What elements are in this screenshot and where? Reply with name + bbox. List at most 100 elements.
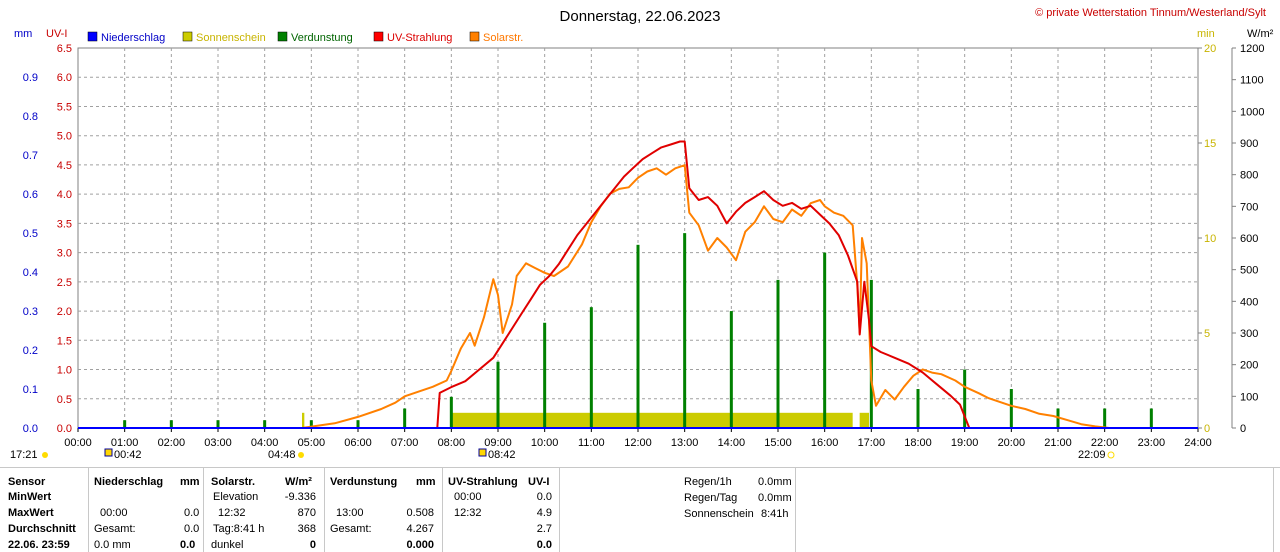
y-tick-label-mm: 0.6	[23, 189, 38, 201]
evaporation-bar	[263, 420, 267, 428]
y-tick-label-mm: 0.5	[23, 228, 38, 240]
stats-solar-header: Solarstr.	[211, 476, 256, 488]
y-tick-label-wm2: 1000	[1240, 106, 1264, 118]
y-tick-label-mm: 0.9	[23, 72, 38, 84]
chart-title: Donnerstag, 22.06.2023	[560, 8, 721, 25]
x-tick-label: 01:00	[111, 437, 139, 449]
unit-mm-label: mm	[14, 28, 32, 40]
stats-solar-value: 0	[309, 539, 316, 551]
y-tick-label-wm2: 400	[1240, 296, 1258, 308]
evaporation-bar	[776, 279, 780, 428]
stats-row-label: MaxWert	[8, 507, 54, 519]
event-time-label: 04:48	[268, 449, 296, 461]
stats-evap-label: Gesamt:	[330, 523, 372, 535]
y-tick-label-uvi: 4.0	[57, 189, 72, 201]
stats-row-label: MinWert	[8, 491, 52, 503]
x-tick-label: 17:00	[858, 437, 886, 449]
stats-evap-label: 13:00	[336, 507, 364, 519]
unit-min-label: min	[1197, 28, 1215, 40]
stats-solar-value: 368	[297, 523, 316, 535]
legend-label: UV-Strahlung	[387, 32, 452, 44]
weather-chart: 00:00 01:00 02:00 03:00 04:00 05:00 06:00 07:00…	[10, 7, 1274, 461]
y-tick-label-wm2: 300	[1240, 328, 1258, 340]
stats-uv-value: 0.0	[536, 539, 552, 551]
stats-extra-label: Regen/1h	[684, 476, 732, 488]
evaporation-bar	[123, 420, 127, 428]
x-tick-label: 06:00	[344, 437, 372, 449]
stats-rain-unit: mm	[180, 476, 200, 488]
y-tick-label-mm: 0.7	[23, 150, 38, 162]
evaporation-bar	[589, 307, 593, 428]
y-tick-label-mm: 0.3	[23, 306, 38, 318]
x-tick-label: 07:00	[391, 437, 419, 449]
evaporation-bar	[636, 244, 640, 428]
evaporation-bar	[356, 420, 360, 428]
y-tick-label-min: 15	[1204, 138, 1216, 150]
stats-rain-time: 0.0 mm	[94, 539, 131, 551]
x-tick-label: 24:00	[1184, 437, 1212, 449]
chart-axes: 00:00 01:00 02:00 03:00 04:00 05:00 06:00 07:00…	[23, 43, 1265, 449]
sunshine-bars	[302, 412, 869, 428]
stats-rain-value: 0.0	[180, 539, 196, 551]
stats-row-label: 22.06. 23:59	[8, 539, 70, 551]
x-tick-label: 05:00	[298, 437, 326, 449]
evaporation-bar	[869, 279, 873, 428]
stats-solar-label: Tag:8:41 h	[213, 523, 265, 535]
sun-icon	[42, 452, 48, 458]
stats-rain-value: 0.0	[184, 523, 200, 535]
y-tick-label-uvi: 2.0	[57, 306, 72, 318]
legend-swatch	[373, 31, 384, 42]
sun-events: 17:21 00:42 04:48 08:42 22:09	[10, 448, 1115, 461]
evaporation-bar	[309, 420, 313, 428]
y-tick-label-min: 0	[1204, 423, 1210, 435]
y-tick-label-uvi: 6.0	[57, 72, 72, 84]
unit-wm2-label: W/m²	[1247, 28, 1274, 40]
evaporation-bar	[543, 322, 547, 428]
y-tick-label-wm2: 900	[1240, 138, 1258, 150]
stats-evap-value: 4.267	[406, 523, 434, 535]
y-tick-label-wm2: 200	[1240, 360, 1258, 372]
event-time-label: 08:42	[488, 449, 516, 461]
y-tick-label-min: 20	[1204, 43, 1216, 55]
y-tick-label-mm: 0.0	[23, 423, 38, 435]
legend-label: Solarstr.	[483, 32, 523, 44]
y-tick-label-wm2: 700	[1240, 201, 1258, 213]
stats-evap-value: 0.508	[406, 507, 434, 519]
evaporation-bar	[1149, 408, 1153, 428]
x-tick-label: 22:00	[1091, 437, 1119, 449]
legend-swatch	[469, 31, 480, 42]
y-tick-label-uvi: 6.5	[57, 43, 72, 55]
event-time-label: 17:21	[10, 449, 38, 461]
y-tick-label-wm2: 500	[1240, 265, 1258, 277]
stats-sensor-header: Sensor	[8, 476, 46, 488]
stats-divider	[559, 467, 560, 552]
stats-solar-label: 12:32	[218, 507, 246, 519]
y-tick-label-uvi: 1.0	[57, 365, 72, 377]
stats-divider	[88, 467, 89, 552]
chart-legend: Niederschlag Sonnenschein Verdunstung UV-St…	[87, 31, 523, 44]
stats-divider	[795, 467, 796, 552]
y-tick-label-uvi: 5.0	[57, 131, 72, 143]
stats-uv-label: 12:32	[454, 507, 482, 519]
unit-uvi-label: UV-I	[46, 28, 67, 40]
x-tick-label: 14:00	[718, 437, 746, 449]
stats-uv-value: 0.0	[536, 491, 552, 503]
evaporation-bar	[683, 233, 687, 428]
stats-evap-header: Verdunstung	[330, 476, 398, 488]
stats-divider	[203, 467, 204, 552]
x-tick-label: 12:00	[624, 437, 652, 449]
uv-radiation-line	[436, 140, 971, 429]
stats-divider	[442, 467, 443, 552]
sunshine-bar	[451, 412, 853, 428]
y-tick-label-wm2: 800	[1240, 170, 1258, 182]
y-tick-label-mm: 0.2	[23, 345, 38, 357]
y-tick-label-uvi: 3.0	[57, 248, 72, 260]
x-tick-label: 20:00	[998, 437, 1026, 449]
moon-icon	[104, 448, 113, 457]
evaporation-bar	[496, 361, 500, 428]
stats-extra-label: Sonnenschein	[684, 508, 754, 520]
x-tick-label: 08:00	[438, 437, 466, 449]
stats-solar-unit: W/m²	[285, 476, 312, 488]
stats-uv-value: 2.7	[536, 523, 552, 535]
stats-rain-value: 0.0	[184, 507, 200, 519]
